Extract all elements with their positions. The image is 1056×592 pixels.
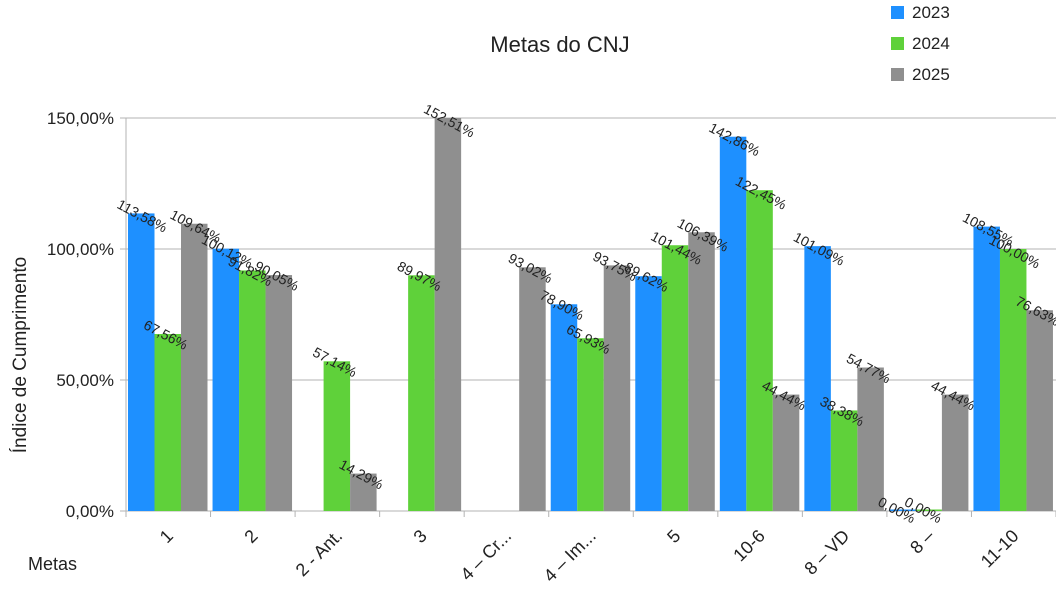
bar-2025: [181, 223, 208, 511]
bar-2023: [212, 248, 240, 511]
category-label: 8 – VD: [800, 526, 853, 579]
y-tick-label: 50,00%: [56, 371, 114, 390]
category-label: 5: [663, 526, 684, 547]
bar-2024: [239, 270, 266, 511]
bar-2023: [719, 136, 747, 512]
bars-layer: [128, 118, 1053, 512]
y-tick-label: 100,00%: [47, 240, 114, 259]
category-label: 8 –: [906, 526, 938, 558]
bar-2023: [128, 213, 155, 511]
bar-2024: [999, 249, 1027, 511]
bar-2023: [973, 226, 1000, 511]
chart-title: Metas do CNJ: [490, 32, 629, 57]
bar-2024: [154, 333, 181, 511]
bar-2024: [661, 245, 689, 511]
category-label: 1: [156, 526, 177, 547]
legend-swatch: [891, 37, 904, 50]
legend: 2023 2024 2025: [891, 3, 950, 84]
legend-label: 2025: [912, 65, 950, 84]
bar-2025: [941, 394, 969, 511]
bar-2025: [1026, 310, 1053, 511]
bar-2024: [323, 361, 351, 511]
bar-2025: [772, 394, 800, 511]
bar-2025: [265, 275, 293, 511]
bar-2025: [688, 232, 715, 512]
x-axis-label: Metas: [28, 554, 77, 574]
bar-2024: [830, 410, 858, 511]
bar-2025: [350, 473, 377, 511]
bar-2024: [746, 190, 773, 511]
bar-2025: [603, 265, 631, 511]
category-label: 10-6: [729, 526, 769, 566]
bar-2023: [804, 246, 831, 511]
legend-swatch: [891, 6, 904, 19]
bar-2023: [550, 304, 578, 511]
legend-label: 2024: [912, 34, 950, 53]
bar-2023: [635, 276, 662, 511]
bar-2024: [577, 338, 604, 511]
category-label: 11-10: [977, 526, 1023, 572]
category-label: 3: [410, 526, 431, 547]
bar-2024: [408, 275, 435, 511]
category-label: 2 - Ant.: [292, 526, 346, 580]
legend-label: 2023: [912, 3, 950, 22]
category-label: 2: [240, 526, 261, 547]
y-tick-label: 0,00%: [66, 502, 114, 521]
legend-swatch: [891, 68, 904, 81]
bar-2023: [888, 509, 916, 511]
bar-2025: [434, 118, 462, 511]
category-label: 4 – Im...: [540, 526, 600, 586]
bar-2025: [519, 267, 546, 511]
bar-2024: [915, 509, 942, 511]
y-tick-label: 150,00%: [47, 109, 114, 128]
category-label: 4 – Cr...: [457, 526, 516, 585]
bar-2025: [857, 367, 884, 511]
y-axis-label: Índice de Cumprimento: [10, 257, 31, 453]
